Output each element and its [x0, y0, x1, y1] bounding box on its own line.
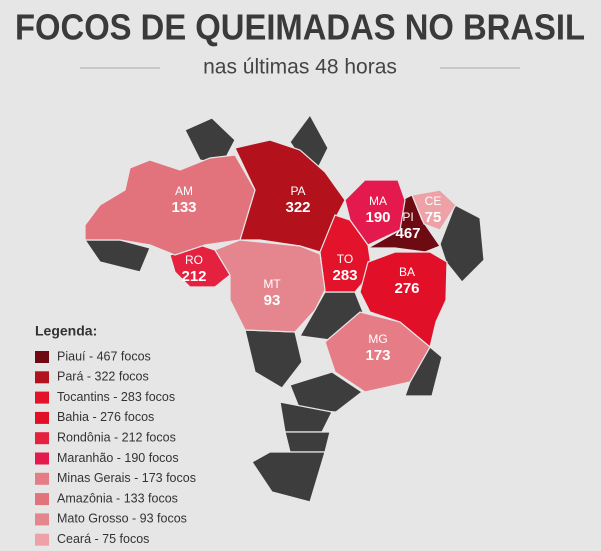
- legend-label: Rondônia - 212 focos: [57, 430, 176, 444]
- state: [184, 117, 236, 166]
- state: [284, 431, 331, 453]
- legend-label: Ceará - 75 focos: [57, 532, 149, 546]
- legend-swatch: [35, 371, 49, 384]
- state-value: 133: [171, 199, 196, 216]
- legend-swatch: [35, 452, 49, 465]
- legend-label: Bahia - 276 focos: [57, 410, 154, 424]
- state-value: 212: [181, 268, 206, 285]
- other-states: [83, 113, 485, 503]
- state: [214, 239, 326, 333]
- state: [84, 154, 256, 256]
- legend-swatch: [35, 391, 49, 404]
- state-value: 75: [425, 209, 442, 226]
- title: FOCOS DE QUEIMADAS NO BRASIL: [15, 7, 585, 48]
- legend-swatch: [35, 411, 49, 424]
- state: [324, 311, 431, 393]
- state-value: 322: [285, 199, 310, 216]
- state-value: 190: [365, 209, 390, 226]
- legend-label: Tocantins - 283 focos: [57, 390, 175, 404]
- state-value: 276: [394, 280, 419, 297]
- state-abbr: CE: [425, 194, 442, 208]
- subtitle: nas últimas 48 horas: [203, 56, 397, 79]
- legend-label: Amazônia - 133 focos: [57, 491, 178, 505]
- state: [411, 189, 457, 231]
- state-abbr: MG: [368, 332, 387, 346]
- legend-swatch: [35, 513, 49, 526]
- state-abbr: PA: [290, 184, 305, 198]
- state-abbr: AM: [175, 184, 193, 198]
- legend-swatch: [35, 493, 49, 506]
- state-abbr: BA: [399, 265, 415, 279]
- state-value: 93: [264, 292, 281, 309]
- legend-title: Legenda:: [35, 323, 97, 339]
- state: [359, 251, 448, 349]
- state-abbr: PI: [402, 210, 413, 224]
- legend-swatch: [35, 472, 49, 485]
- legend-label: Mato Grosso - 93 focos: [57, 512, 187, 526]
- legend-swatch: [35, 432, 49, 445]
- state-value: 173: [365, 347, 390, 364]
- state-abbr: RO: [185, 253, 203, 267]
- state-abbr: TO: [337, 252, 353, 266]
- state-abbr: MT: [263, 277, 281, 291]
- state: [344, 179, 406, 246]
- legend-label: Minas Gerais - 173 focos: [57, 471, 196, 485]
- legend-label: Piauí - 467 focos: [57, 349, 151, 363]
- state-abbr: MA: [369, 194, 387, 208]
- state: [251, 451, 326, 503]
- legend-label: Pará - 322 focos: [57, 370, 149, 384]
- state: [319, 214, 373, 293]
- state: [439, 204, 485, 283]
- state-value: 283: [332, 267, 357, 284]
- state-value: 467: [395, 225, 420, 242]
- legend-swatch: [35, 351, 49, 363]
- legend-label: Maranhão - 190 focos: [57, 451, 179, 465]
- legend-swatch: [35, 533, 49, 546]
